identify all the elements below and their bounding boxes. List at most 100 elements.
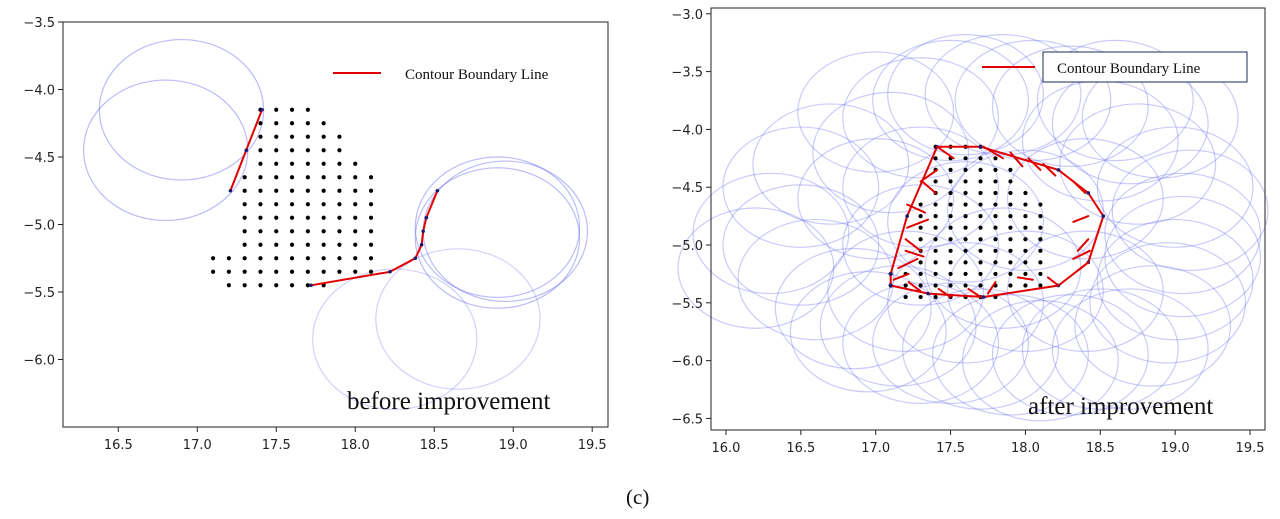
left-point bbox=[337, 134, 342, 139]
left-point bbox=[274, 229, 279, 234]
left-point bbox=[321, 256, 326, 261]
left-point bbox=[305, 107, 310, 112]
right-boundary-whisker-23 bbox=[907, 281, 922, 293]
right-circle-5 bbox=[722, 184, 880, 306]
right-point bbox=[993, 271, 998, 277]
right-circle-1 bbox=[722, 126, 880, 248]
right-boundary-vertex bbox=[981, 295, 986, 299]
left-point bbox=[337, 215, 342, 220]
left-point bbox=[242, 229, 247, 234]
left-point bbox=[289, 121, 295, 126]
right-point bbox=[978, 248, 983, 253]
right-point bbox=[1008, 225, 1013, 230]
left-point bbox=[337, 202, 342, 207]
left-point bbox=[289, 229, 295, 234]
left-y-tick-label: −4.5 bbox=[23, 151, 55, 166]
left-circle-1 bbox=[82, 79, 249, 222]
right-point bbox=[993, 202, 998, 207]
right-circle-14 bbox=[954, 39, 1112, 162]
right-boundary-whisker-3 bbox=[906, 203, 927, 214]
left-point bbox=[289, 256, 295, 261]
right-point bbox=[1023, 248, 1028, 253]
left-point bbox=[353, 269, 358, 274]
right-point bbox=[1008, 260, 1013, 265]
left-y-tick-label: −5.5 bbox=[23, 286, 55, 301]
left-circle-4 bbox=[414, 167, 581, 309]
left-point bbox=[368, 242, 374, 247]
left-point bbox=[321, 202, 326, 207]
right-circle-8 bbox=[872, 39, 1030, 162]
left-point bbox=[368, 229, 374, 234]
left-circle-6 bbox=[375, 248, 541, 390]
right-boundary-lines bbox=[888, 144, 1106, 299]
right-point bbox=[963, 190, 968, 196]
left-point bbox=[353, 161, 358, 166]
right-boundary-whisker-0 bbox=[936, 145, 955, 160]
right-boundary-whisker-11 bbox=[1027, 157, 1042, 171]
right-y-tick-label: −6.5 bbox=[671, 412, 703, 427]
left-point bbox=[305, 283, 310, 288]
right-circle-11 bbox=[797, 138, 955, 260]
left-point bbox=[305, 161, 310, 166]
right-y-tick-label: −3.5 bbox=[671, 66, 703, 81]
right-boundary-whisker-20 bbox=[987, 281, 997, 295]
right-circle-40 bbox=[887, 242, 1045, 364]
left-point bbox=[305, 121, 310, 126]
right-point bbox=[1023, 271, 1028, 277]
right-point bbox=[1008, 179, 1013, 184]
right-point bbox=[1008, 202, 1013, 207]
right-point bbox=[933, 271, 938, 277]
right-x-tick-label: 19.5 bbox=[1236, 441, 1265, 456]
left-point bbox=[305, 256, 310, 261]
right-boundary-vertex bbox=[888, 272, 893, 276]
right-point bbox=[1023, 283, 1028, 288]
right-point bbox=[933, 156, 938, 161]
left-point bbox=[368, 256, 374, 261]
right-boundary-whisker-8 bbox=[892, 272, 910, 281]
left-point bbox=[289, 175, 295, 180]
right-point bbox=[978, 283, 983, 288]
left-point bbox=[321, 188, 326, 193]
right-circle-44 bbox=[946, 149, 1104, 272]
right-point bbox=[918, 214, 923, 219]
left-boundary-vertex bbox=[228, 188, 233, 193]
right-point bbox=[963, 167, 968, 172]
right-point bbox=[1023, 225, 1028, 230]
left-boundary-vertex bbox=[419, 242, 424, 247]
right-circles bbox=[677, 33, 1269, 422]
left-point bbox=[368, 215, 374, 220]
right-boundary-whisker-6 bbox=[904, 249, 925, 258]
left-y-tick-label: −5.0 bbox=[23, 219, 55, 234]
right-point bbox=[993, 179, 998, 184]
left-point bbox=[321, 148, 326, 153]
right-point bbox=[1038, 283, 1043, 288]
left-point bbox=[242, 269, 247, 274]
right-circle-30 bbox=[991, 294, 1149, 416]
right-point bbox=[933, 248, 938, 253]
left-point bbox=[258, 134, 263, 139]
right-point bbox=[933, 283, 938, 288]
left-point bbox=[337, 256, 342, 261]
left-point bbox=[337, 148, 342, 153]
left-point bbox=[337, 161, 342, 166]
left-point bbox=[337, 242, 342, 247]
left-point bbox=[305, 188, 310, 193]
right-circle-15 bbox=[991, 45, 1149, 167]
right-point bbox=[948, 214, 953, 219]
left-point bbox=[258, 269, 263, 274]
left-point bbox=[289, 269, 295, 274]
left-point bbox=[289, 134, 295, 139]
right-circle-20 bbox=[1059, 103, 1217, 225]
right-point bbox=[978, 202, 983, 207]
right-point bbox=[933, 225, 938, 230]
right-boundary-vertex bbox=[888, 283, 893, 288]
right-boundary-whisker-5 bbox=[904, 238, 922, 252]
right-point bbox=[1038, 248, 1043, 253]
left-point bbox=[289, 283, 295, 288]
right-point bbox=[918, 294, 923, 300]
left-point bbox=[258, 215, 263, 220]
left-point bbox=[353, 229, 358, 234]
left-circles bbox=[82, 38, 589, 411]
left-boundary-vertex bbox=[421, 229, 425, 234]
left-point bbox=[258, 161, 263, 166]
